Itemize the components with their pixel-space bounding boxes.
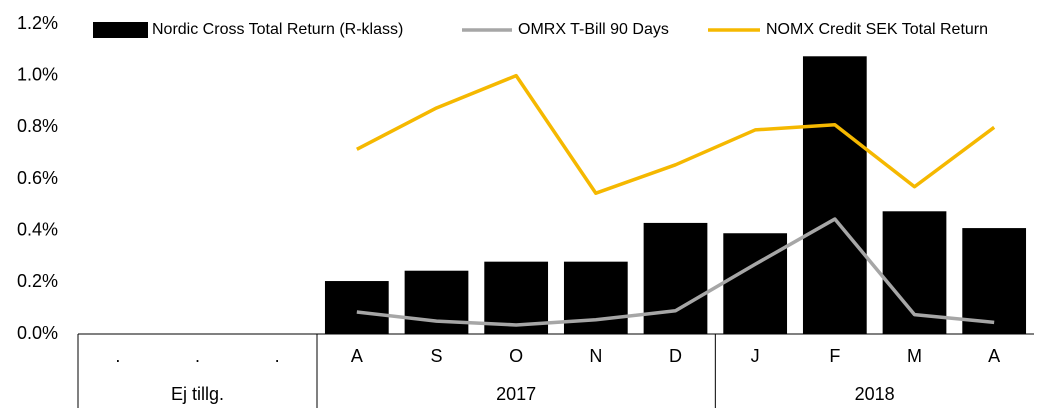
y-tick-label: 0.0%: [17, 323, 58, 343]
bar: [802, 56, 867, 335]
y-tick-label: 1.2%: [17, 13, 58, 33]
line: [356, 73, 996, 195]
legend-label: Nordic Cross Total Return (R-klass): [152, 21, 403, 38]
y-tick-label: 0.4%: [17, 219, 58, 239]
y-tick-label: 0.6%: [17, 168, 58, 188]
x-tick-label: A: [351, 346, 363, 366]
bar: [643, 222, 708, 334]
y-tick-label: 0.8%: [17, 116, 58, 136]
x-tick-label: .: [275, 346, 280, 366]
bar: [404, 270, 469, 334]
x-tick-label: .: [115, 346, 120, 366]
group-label: Ej tillg.: [171, 384, 224, 404]
group-label: 2018: [855, 384, 895, 404]
legend-label: OMRX T-Bill 90 Days: [518, 21, 669, 38]
legend-swatch: [93, 22, 148, 38]
x-tick-label: O: [509, 346, 523, 366]
y-tick-label: 0.2%: [17, 271, 58, 291]
x-tick-label: D: [669, 346, 682, 366]
x-tick-label: .: [195, 346, 200, 366]
y-tick-label: 1.0%: [17, 64, 58, 84]
line: [356, 217, 995, 327]
bar: [563, 261, 628, 334]
group-label: 2017: [496, 384, 536, 404]
bar: [723, 233, 788, 334]
x-tick-label: A: [988, 346, 1000, 366]
bar: [962, 228, 1027, 334]
bar: [324, 281, 389, 334]
x-tick-label: F: [829, 346, 840, 366]
x-tick-label: J: [751, 346, 760, 366]
x-tick-label: S: [430, 346, 442, 366]
x-tick-label: M: [907, 346, 922, 366]
legend-label: NOMX Credit SEK Total Return: [766, 21, 988, 38]
x-tick-label: N: [589, 346, 602, 366]
